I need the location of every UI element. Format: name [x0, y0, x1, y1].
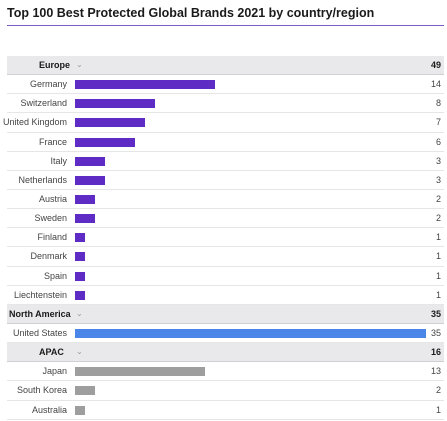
value-label: 2: [435, 385, 441, 396]
value-label: 1: [435, 289, 441, 300]
bar-row: Austria 2: [7, 190, 444, 210]
category-label: Spain: [43, 270, 67, 281]
bar-row: United Kingdom 7: [3, 113, 444, 133]
group-row-europe[interactable]: Europe ⌄ 49: [7, 56, 444, 76]
group-row-apac[interactable]: APAC ⌄ 16: [7, 343, 444, 363]
category-label: France: [38, 136, 67, 147]
group-label: Europe: [39, 60, 71, 70]
bar: [75, 367, 206, 377]
bar: [75, 137, 136, 147]
category-label: Switzerland: [20, 98, 67, 109]
bar: [75, 328, 426, 338]
group-total: 35: [430, 308, 441, 319]
bar: [75, 214, 96, 224]
bar: [75, 99, 156, 109]
category-label: Netherlands: [18, 174, 67, 185]
category-label: Sweden: [34, 213, 67, 224]
category-label: United States: [12, 327, 67, 338]
title-divider: [7, 25, 444, 26]
value-label: 7: [435, 117, 441, 128]
value-label: 2: [435, 193, 441, 204]
value-label: 1: [435, 404, 441, 415]
category-label: Austria: [38, 193, 67, 204]
group-total: 49: [430, 60, 441, 70]
bar-row: France 6: [7, 133, 444, 152]
bar-row: South Korea 2: [7, 381, 444, 401]
chevron-down-icon[interactable]: ⌄: [76, 308, 83, 318]
chart-title: Top 100 Best Protected Global Brands 202…: [7, 6, 375, 20]
bar-row: Finland 1: [7, 228, 444, 248]
chevron-down-icon[interactable]: ⌄: [76, 347, 83, 357]
value-label: 8: [435, 98, 441, 109]
group-row-north-america[interactable]: North America ⌄ 35: [7, 304, 444, 324]
bar-row: United States 35: [7, 324, 444, 344]
bar-row: Italy 3: [7, 152, 444, 171]
value-label: 3: [435, 174, 441, 185]
bar: [75, 386, 96, 396]
group-total: 16: [430, 347, 441, 358]
value-label: 1: [435, 270, 441, 281]
bar: [75, 233, 86, 243]
bar-row: Liechtenstein 1: [7, 286, 444, 305]
bar: [75, 118, 146, 128]
value-label: 1: [435, 251, 441, 262]
bar-row: Netherlands 3: [7, 171, 444, 190]
value-label: 14: [430, 79, 441, 90]
bar-row: Japan 13: [7, 362, 444, 382]
category-label: Japan: [42, 366, 67, 377]
bar-row: Australia 1: [7, 401, 444, 420]
value-label: 13: [430, 366, 441, 377]
bar: [75, 271, 86, 281]
bar: [75, 194, 96, 204]
bar: [75, 290, 86, 300]
bar-row: Switzerland 8: [7, 94, 444, 114]
bar: [75, 156, 106, 166]
category-label: South Korea: [16, 385, 67, 396]
category-label: Germany: [29, 79, 67, 90]
value-label: 35: [430, 327, 441, 338]
category-label: Finland: [37, 232, 67, 243]
category-label: Denmark: [30, 251, 67, 262]
category-label: Liechtenstein: [13, 289, 67, 300]
bar: [75, 405, 86, 415]
group-label: North America: [9, 308, 71, 319]
bar-row: Sweden 2: [7, 209, 444, 229]
chevron-down-icon[interactable]: ⌄: [76, 60, 83, 69]
value-label: 3: [435, 155, 441, 166]
bar: [75, 175, 106, 185]
value-label: 6: [435, 136, 441, 147]
category-label: Italy: [50, 155, 67, 166]
bar-row: Germany 14: [7, 75, 444, 95]
group-label: APAC: [39, 347, 64, 358]
bar-row: Denmark 1: [7, 247, 444, 267]
chart-rows: Europe ⌄ 49 Germany 14 Switzerland 8 United Kin…: [3, 56, 444, 420]
bar-row: Spain 1: [7, 267, 444, 286]
bar: [75, 252, 86, 262]
value-label: 2: [435, 213, 441, 224]
value-label: 1: [435, 232, 441, 243]
category-label: United Kingdom: [2, 117, 67, 128]
bar: [75, 80, 216, 90]
category-label: Australia: [31, 404, 67, 415]
